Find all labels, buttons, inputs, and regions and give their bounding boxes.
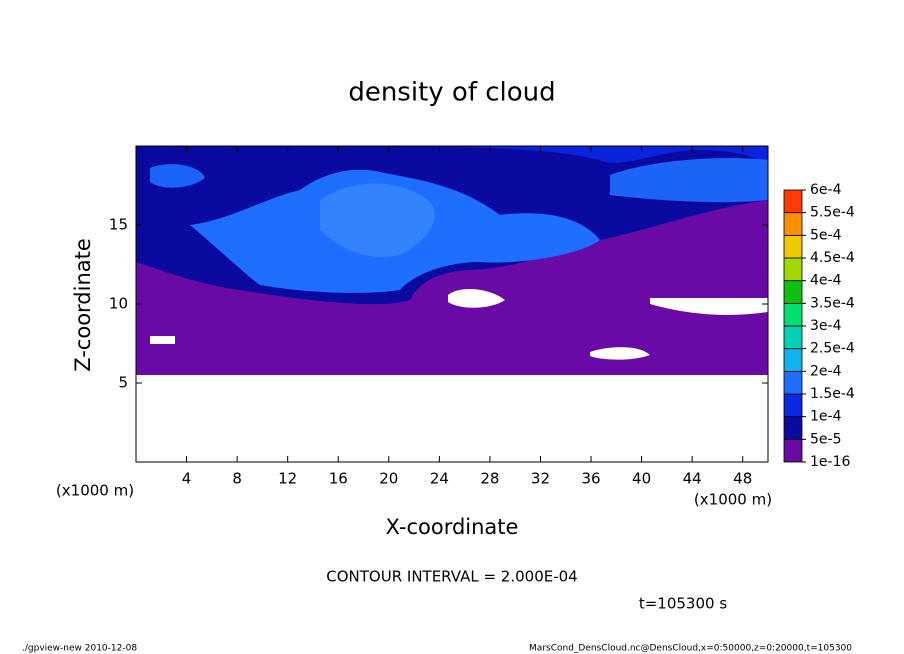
colorbar-label: 3.5e-4 <box>810 295 855 311</box>
y-tick-label: 15 <box>109 216 128 234</box>
x-tick-label: 32 <box>531 470 550 488</box>
colorbar-label: 1e-4 <box>810 409 842 425</box>
colorbar-box <box>783 348 803 372</box>
x-tick-label: 44 <box>683 470 702 488</box>
colorbar-box <box>783 280 803 304</box>
colorbar-label: 1.5e-4 <box>810 386 855 402</box>
time-label: t=105300 s <box>639 595 727 613</box>
colorbar-box <box>783 438 803 463</box>
y-tick-label: 5 <box>118 374 128 392</box>
footer-right: MarsCond_DensCloud.nc@DensCloud,x=0:5000… <box>529 644 852 654</box>
x-tick-label: 40 <box>632 470 651 488</box>
y-axis-label: Z-coordinate <box>71 238 95 372</box>
colorbar-box <box>783 325 803 350</box>
colorbar-label: 5e-4 <box>810 227 842 243</box>
colorbar-label: 6e-4 <box>810 182 842 198</box>
colorbar-box <box>783 302 803 327</box>
chart-title: density of cloud <box>348 78 555 108</box>
footer-left: ./gpview-new 2010-12-08 <box>22 644 137 654</box>
colorbar-label: 2.5e-4 <box>810 341 855 357</box>
x-tick-label: 8 <box>232 470 242 488</box>
colorbar-label: 1e-16 <box>810 454 850 470</box>
y-tick-label: 10 <box>109 295 128 313</box>
colorbar-label: 3e-4 <box>810 318 842 334</box>
x-tick-label: 48 <box>733 470 752 488</box>
colorbar-label: 4e-4 <box>810 273 842 289</box>
x-axis-label: X-coordinate <box>386 515 519 539</box>
colorbar-label: 5.5e-4 <box>810 205 855 221</box>
colorbar-box <box>783 393 803 418</box>
colorbar-label: 5e-5 <box>810 431 841 447</box>
y-unit: (x1000 m) <box>56 482 134 500</box>
colorbar-box <box>783 189 803 214</box>
x-tick-label: 28 <box>480 470 499 488</box>
colorbar-box <box>783 370 803 395</box>
colorbar-box <box>783 257 803 282</box>
colorbar-label: 2e-4 <box>810 363 842 379</box>
contour-field <box>136 146 768 462</box>
colorbar-box <box>783 234 803 259</box>
x-tick-label: 16 <box>329 470 348 488</box>
colorbar-box <box>783 212 803 236</box>
contour-interval: CONTOUR INTERVAL = 2.000E-04 <box>326 568 577 586</box>
colorbar-box <box>783 416 803 440</box>
colorbar-label: 4.5e-4 <box>810 250 855 266</box>
x-tick-label: 4 <box>182 470 192 488</box>
x-tick-label: 12 <box>278 470 297 488</box>
x-tick-label: 24 <box>430 470 449 488</box>
x-unit: (x1000 m) <box>694 491 772 509</box>
x-tick-label: 20 <box>379 470 398 488</box>
x-tick-label: 36 <box>581 470 600 488</box>
